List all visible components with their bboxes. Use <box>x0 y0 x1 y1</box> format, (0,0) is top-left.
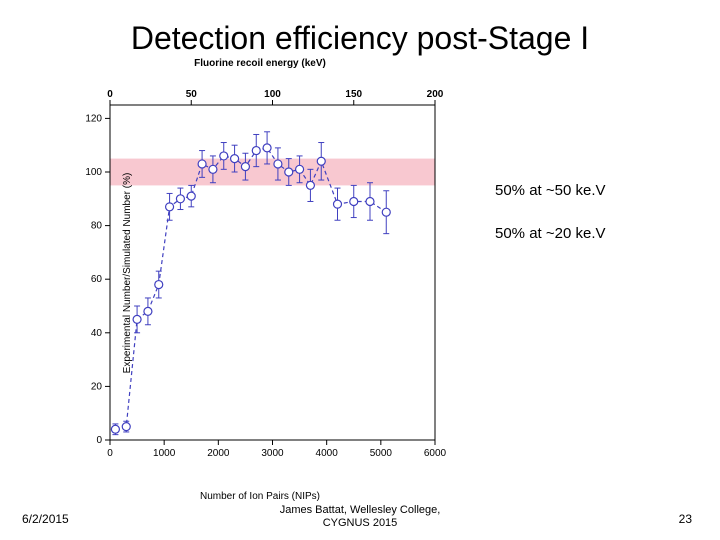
footer-line1: James Battat, Wellesley College, <box>280 504 441 516</box>
svg-text:60: 60 <box>91 274 103 285</box>
svg-text:100: 100 <box>85 167 102 178</box>
page-title: Detection efficiency post-Stage I <box>0 20 720 57</box>
annotation-0: 50% at ~50 ke.V <box>495 182 606 199</box>
svg-text:0: 0 <box>96 435 102 446</box>
svg-text:2000: 2000 <box>207 448 230 459</box>
svg-text:50: 50 <box>186 89 198 100</box>
svg-text:150: 150 <box>345 89 362 100</box>
svg-text:200: 200 <box>427 89 444 100</box>
svg-text:0: 0 <box>107 89 113 100</box>
footer-date: 6/2/2015 <box>22 512 69 526</box>
svg-text:6000: 6000 <box>424 448 447 459</box>
svg-text:100: 100 <box>264 89 281 100</box>
x-axis-label: Number of Ion Pairs (NIPs) <box>75 491 445 502</box>
svg-text:120: 120 <box>85 113 102 124</box>
y-axis-label: Experimental Number/Simulated Number (%) <box>122 172 133 373</box>
footer-line2: CYGNUS 2015 <box>323 517 398 529</box>
footer-page-number: 23 <box>679 512 692 526</box>
annotation-1: 50% at ~20 ke.V <box>495 225 606 242</box>
svg-text:4000: 4000 <box>316 448 339 459</box>
footer-center: James Battat, Wellesley College, CYGNUS … <box>280 504 441 530</box>
top-x-axis-label: Fluorine recoil energy (keV) <box>75 58 445 69</box>
svg-text:20: 20 <box>91 381 103 392</box>
svg-text:3000: 3000 <box>261 448 284 459</box>
efficiency-chart: Fluorine recoil energy (keV) 01000200030… <box>75 75 445 470</box>
svg-text:5000: 5000 <box>370 448 393 459</box>
svg-text:40: 40 <box>91 328 103 339</box>
svg-text:1000: 1000 <box>153 448 176 459</box>
svg-text:0: 0 <box>107 448 113 459</box>
svg-text:80: 80 <box>91 221 103 232</box>
